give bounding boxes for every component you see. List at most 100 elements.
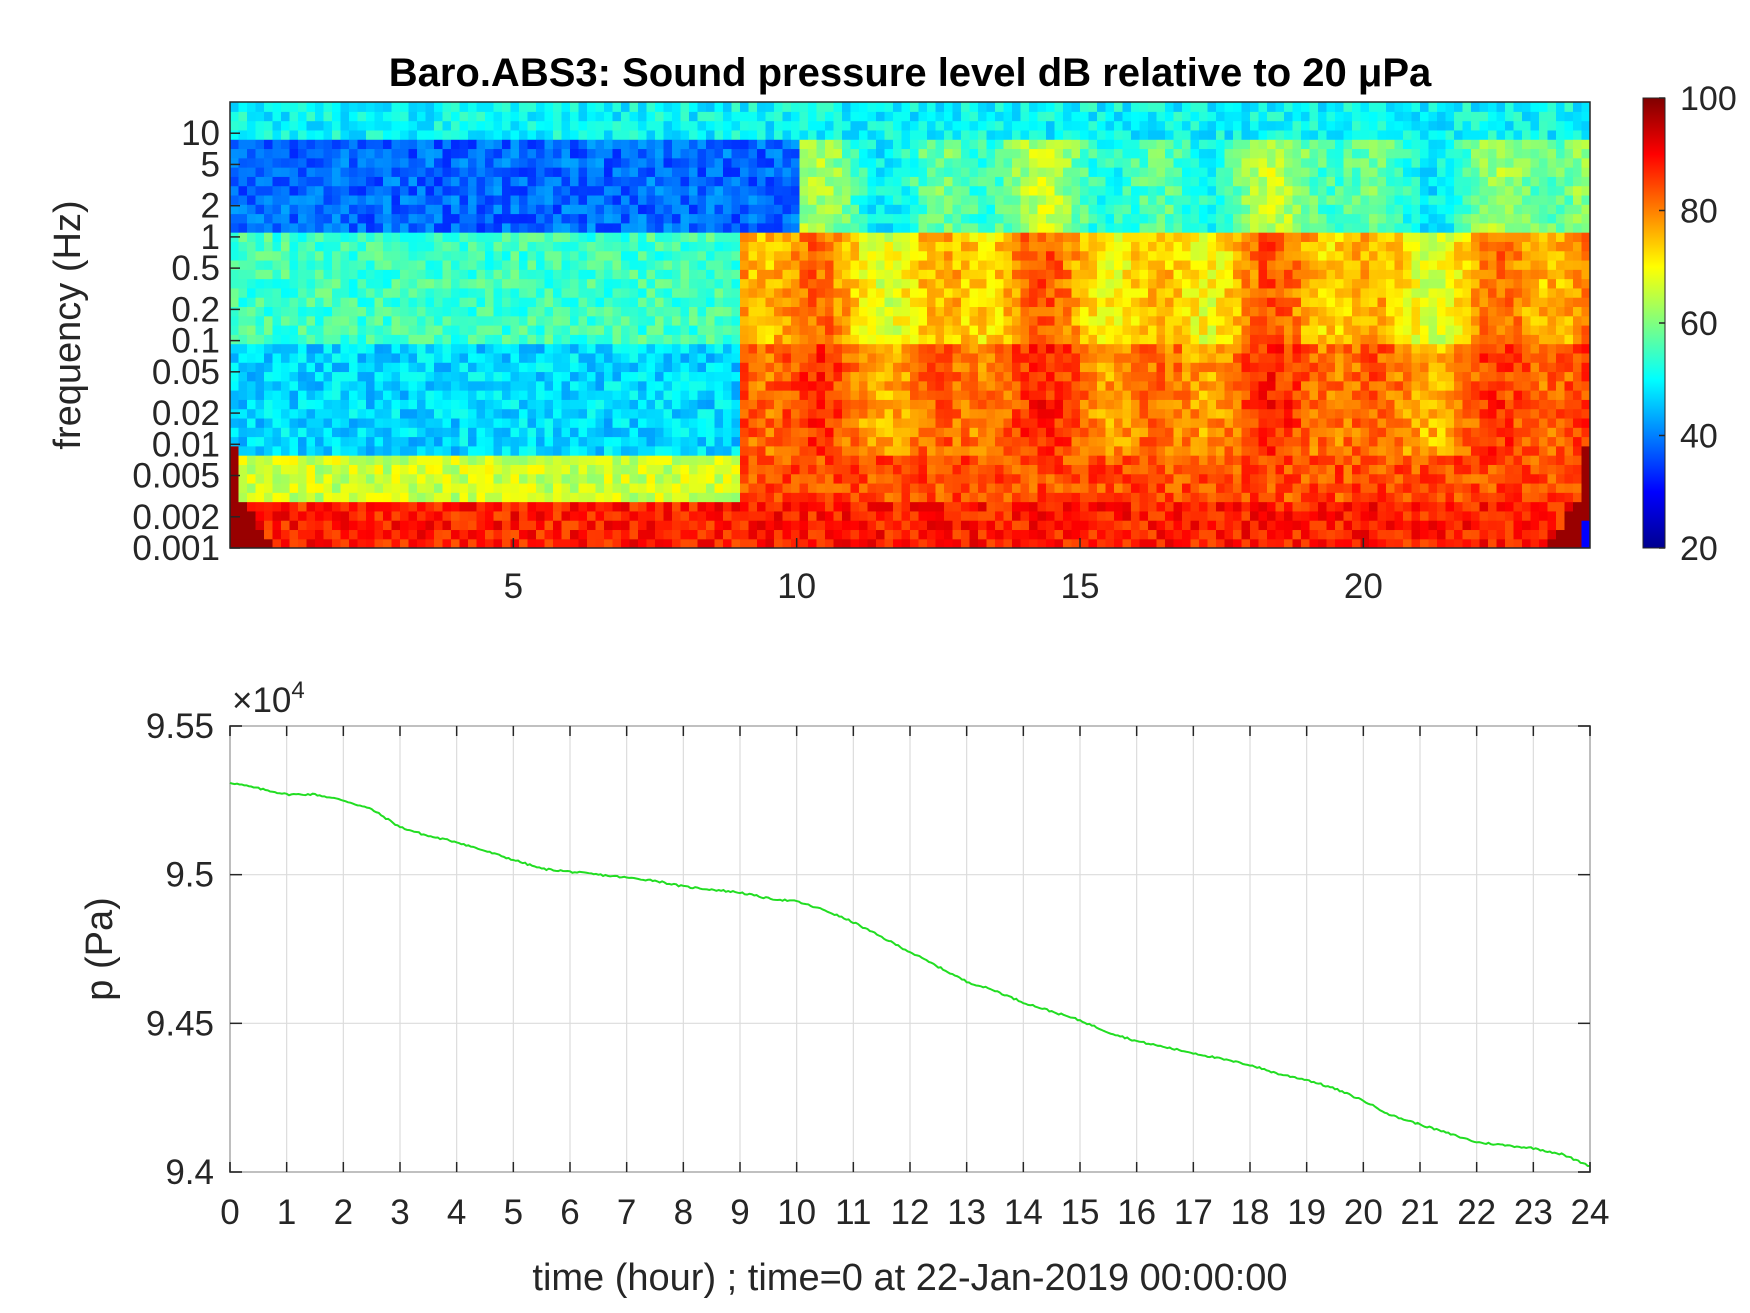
spectrogram-cell	[383, 380, 393, 391]
spectrogram-cell	[1063, 269, 1073, 280]
spectrogram-cell	[230, 417, 240, 428]
spectrogram-cell	[791, 157, 801, 168]
spectrogram-cell	[332, 315, 342, 326]
spectrogram-cell	[323, 269, 333, 280]
spectrogram-cell	[774, 241, 784, 252]
spectrogram-cell	[765, 287, 775, 298]
spectrogram-cell	[638, 325, 648, 335]
spectrogram-cell	[765, 473, 775, 484]
spectrogram-cell	[374, 194, 384, 205]
spectrogram-cell	[247, 390, 257, 400]
spectrogram-cell	[332, 362, 342, 373]
spectrogram-cell	[527, 102, 537, 112]
spectrogram-cell	[893, 436, 903, 447]
spectrogram-cell	[527, 362, 537, 373]
spectrogram-cell	[340, 111, 350, 122]
spectrogram-cell	[816, 445, 826, 456]
spectrogram-cell	[740, 371, 750, 382]
spectrogram-cell	[816, 204, 826, 215]
spectrogram-cell	[765, 222, 775, 233]
spectrogram-cell	[748, 213, 758, 224]
spectrogram-cell	[816, 380, 826, 391]
spectrogram-cell	[383, 343, 393, 354]
spectrogram-cell	[927, 278, 937, 289]
spectrogram-cell	[833, 120, 843, 131]
spectrogram-cell	[570, 278, 580, 289]
spectrogram-cell	[978, 287, 988, 298]
spectrogram-cell	[459, 362, 469, 373]
spectrogram-cell	[689, 269, 699, 280]
spectrogram-cell	[272, 399, 282, 410]
spectrogram-cell	[910, 176, 920, 187]
spectrogram-cell	[714, 297, 724, 308]
spectrogram-cell	[1054, 325, 1064, 335]
spectrogram-cell	[842, 194, 852, 205]
spectrogram-cell	[561, 278, 571, 289]
spectrogram-cell	[706, 445, 716, 456]
spectrogram-cell	[723, 102, 733, 112]
spectrogram-cell	[672, 445, 682, 456]
spectrogram-cell	[366, 250, 376, 261]
spectrogram-cell	[986, 315, 996, 326]
spectrogram-cell	[1105, 157, 1115, 168]
spectrogram-cell	[1080, 408, 1090, 419]
spectrogram-cell	[757, 139, 767, 150]
spectrogram-cell	[553, 473, 563, 484]
spectrogram-cell	[255, 111, 265, 122]
spectrogram-cell	[935, 269, 945, 280]
spectrogram-cell	[1097, 380, 1107, 391]
spectrogram-cell	[281, 371, 291, 382]
spectrogram-cell	[1088, 315, 1098, 326]
spectrogram-cell	[357, 250, 367, 261]
spectrogram-cell	[374, 120, 384, 131]
spectrogram-cell	[740, 102, 750, 112]
spectrogram-cell	[927, 417, 937, 428]
spectrogram-cell	[825, 278, 835, 289]
spectrogram-cell	[434, 473, 444, 484]
spectrogram-cell	[638, 352, 648, 363]
spectrogram-cell	[442, 111, 452, 122]
spectrogram-cell	[680, 176, 690, 187]
spectrogram-cell	[578, 408, 588, 419]
spectrogram-cell	[850, 538, 860, 548]
spectrogram-cell	[1080, 436, 1090, 447]
spectrogram-cell	[740, 520, 750, 531]
spectrogram-cell	[918, 269, 928, 280]
spectrogram-cell	[332, 455, 342, 465]
spectrogram-cell	[238, 315, 248, 326]
spectrogram-cell	[587, 492, 597, 503]
spectrogram-cell	[816, 501, 826, 512]
spectrogram-cell	[952, 380, 962, 391]
spectrogram-cell	[731, 408, 741, 419]
spectrogram-cell	[468, 120, 478, 131]
spectrogram-cell	[808, 482, 818, 493]
spectrogram-cell	[782, 241, 792, 252]
spectrogram-cell	[510, 436, 520, 447]
spectrogram-cell	[230, 194, 240, 205]
spectrogram-cell	[944, 139, 954, 150]
spectrogram-cell	[519, 306, 529, 317]
spectrogram-cell	[765, 482, 775, 493]
spectrogram-cell	[451, 204, 461, 215]
spectrogram-cell	[655, 343, 665, 354]
spectrogram-cell	[935, 222, 945, 233]
spectrogram-cell	[366, 315, 376, 326]
spectrogram-cell	[281, 102, 291, 112]
spectrogram-cell	[944, 176, 954, 187]
spectrogram-cell	[570, 259, 580, 270]
spectrogram-cell	[383, 241, 393, 252]
spectrogram-cell	[578, 194, 588, 205]
spectrogram-cell	[595, 380, 605, 391]
spectrogram-cell	[825, 213, 835, 224]
spectrogram-cell	[289, 148, 299, 159]
spectrogram-cell	[723, 510, 733, 521]
spectrogram-cell	[587, 111, 597, 122]
spectrogram-cell	[876, 492, 886, 503]
spectrogram-cell	[408, 408, 418, 419]
spectrogram-cell	[587, 343, 597, 354]
spectrogram-cell	[680, 297, 690, 308]
spectrogram-cell	[927, 102, 937, 112]
spectrogram-cell	[1063, 139, 1073, 150]
spectrogram-cell	[910, 297, 920, 308]
spectrogram-cell	[298, 167, 308, 177]
